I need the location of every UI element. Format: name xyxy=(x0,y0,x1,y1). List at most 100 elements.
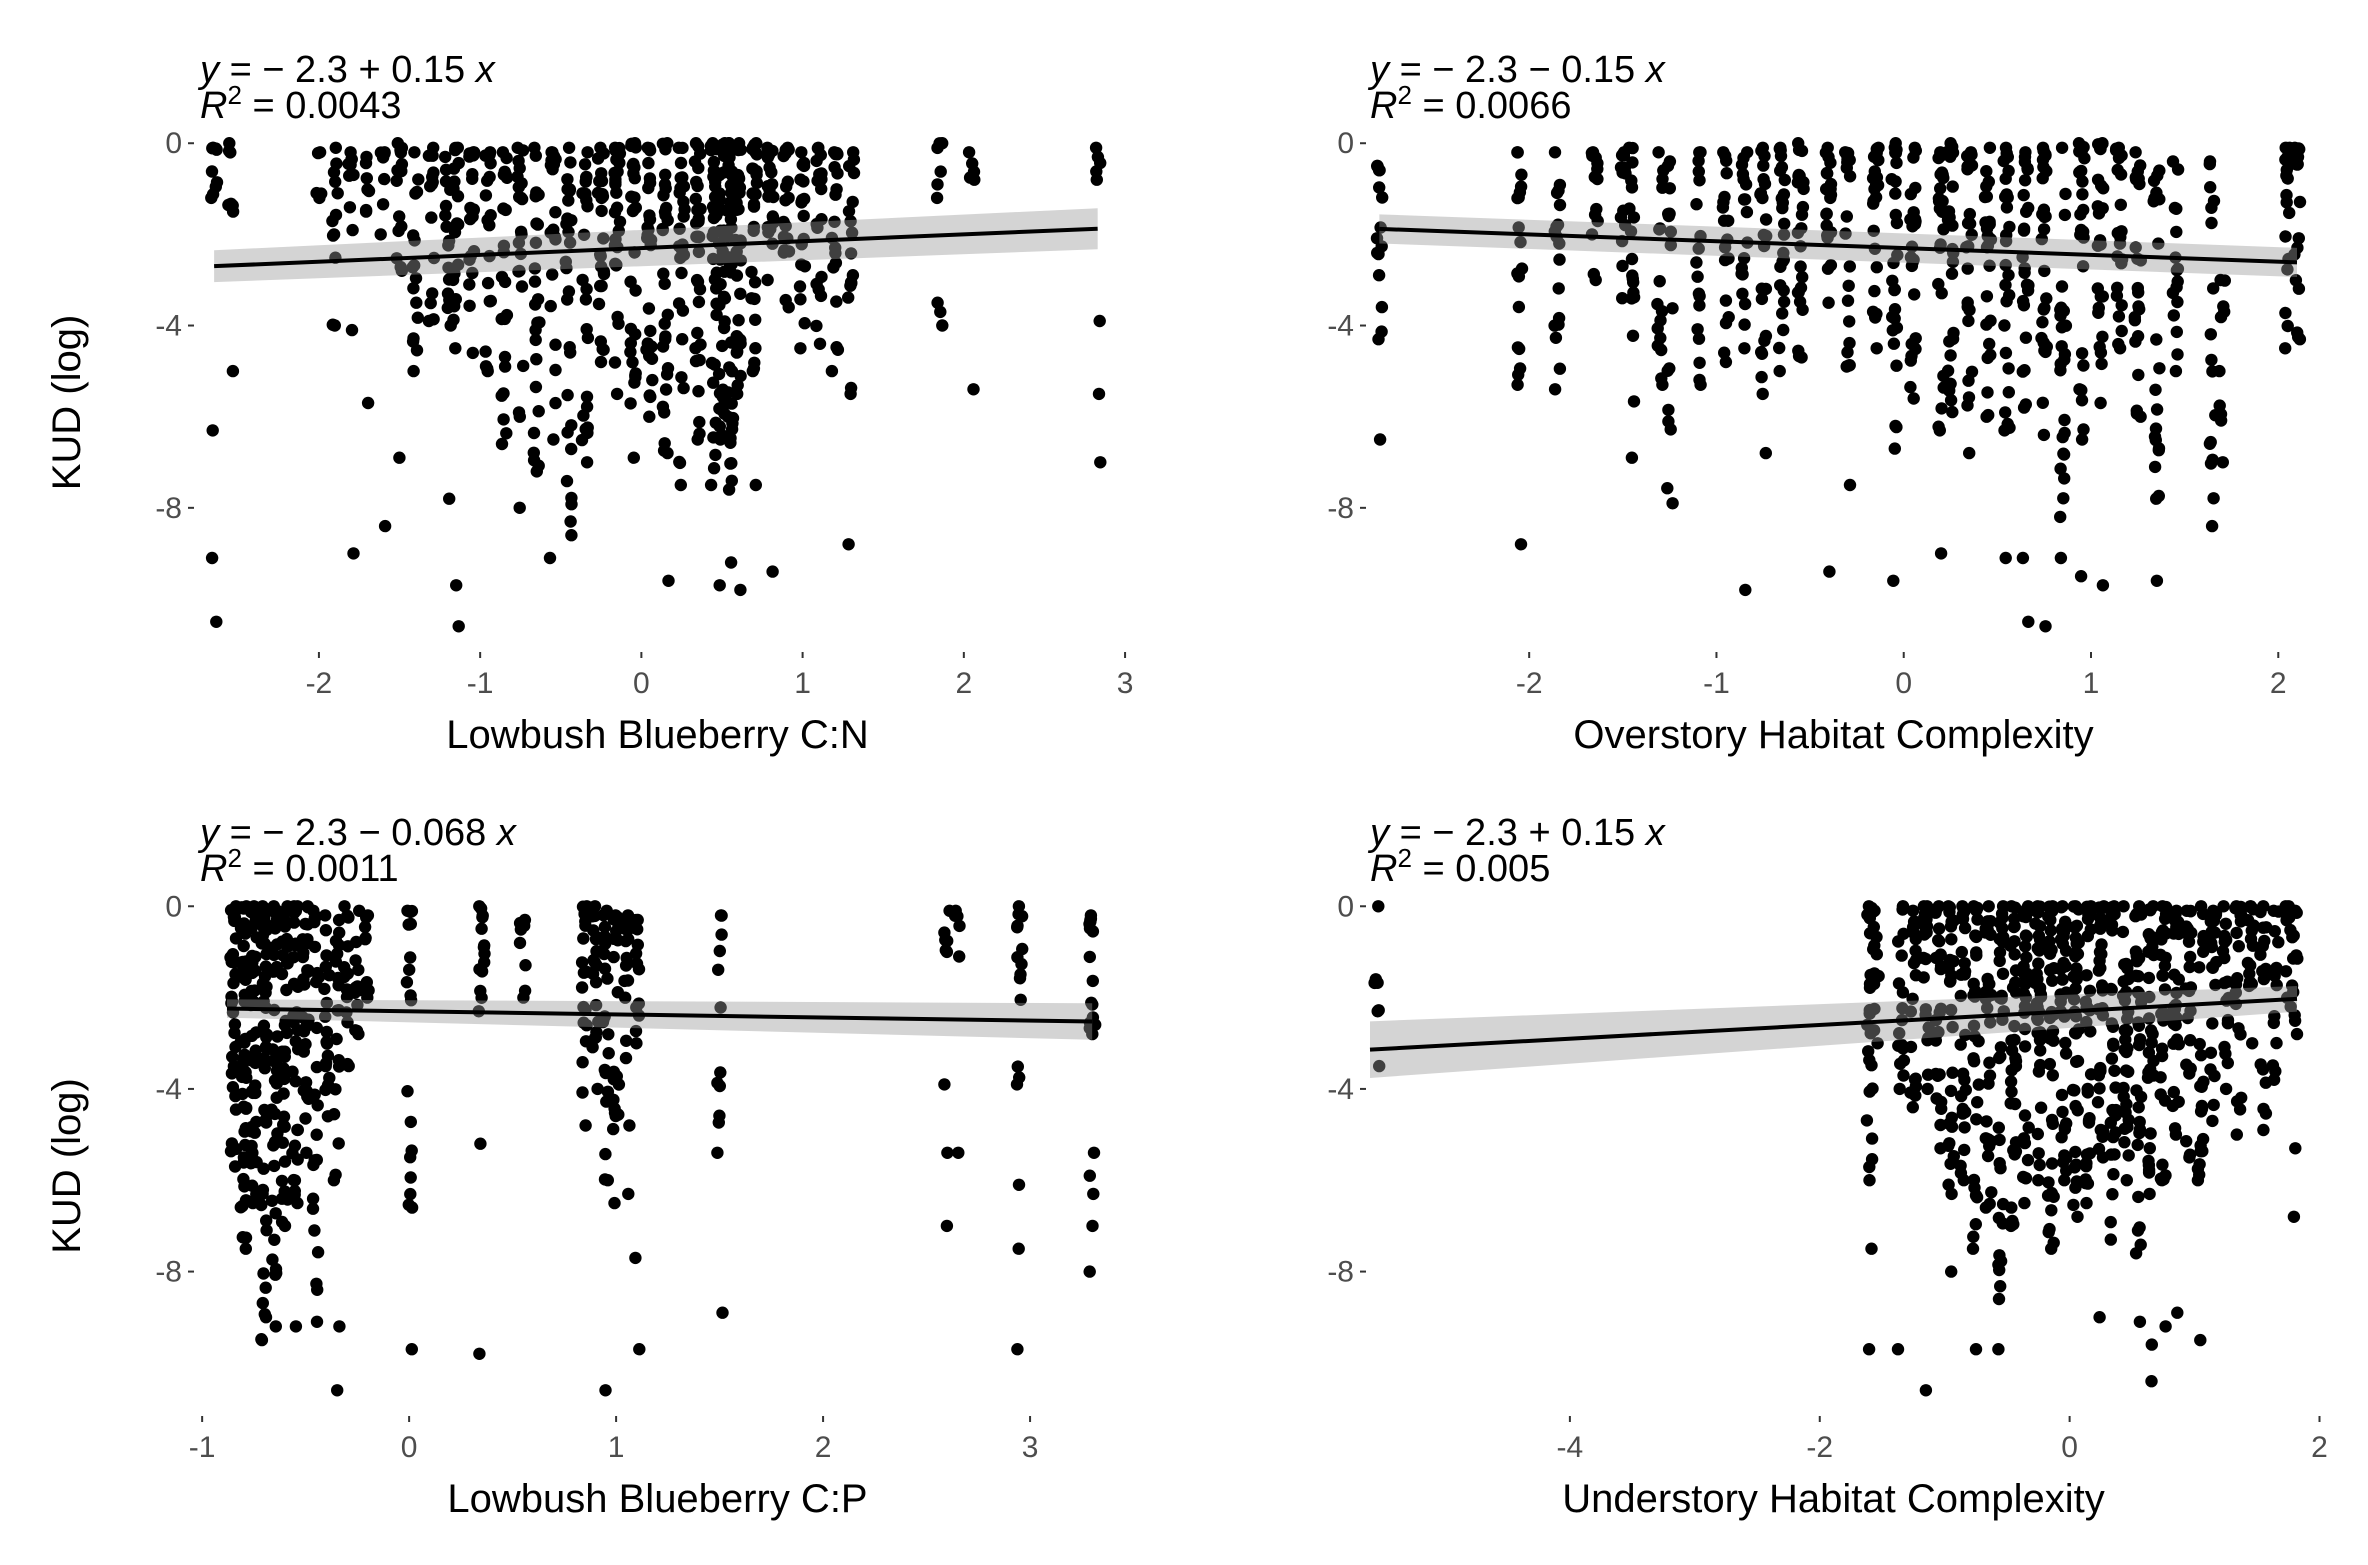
data-point xyxy=(466,346,479,360)
data-point xyxy=(657,267,670,280)
data-point xyxy=(619,934,632,948)
data-point xyxy=(2170,986,2183,1000)
data-point xyxy=(2287,929,2300,942)
data-point xyxy=(1980,410,1993,423)
data-point xyxy=(610,387,624,401)
data-point xyxy=(1909,332,1922,345)
data-point xyxy=(299,1112,312,1125)
data-point xyxy=(1757,159,1770,172)
data-point xyxy=(565,442,578,456)
data-point xyxy=(2167,1085,2180,1099)
data-point xyxy=(577,1016,590,1029)
data-point xyxy=(1824,259,1838,272)
data-point xyxy=(269,1320,282,1333)
data-point xyxy=(512,265,525,278)
data-point xyxy=(782,301,795,314)
data-point xyxy=(1972,1035,1985,1048)
data-point xyxy=(327,228,341,241)
data-point xyxy=(577,932,590,945)
data-point xyxy=(276,1045,289,1058)
data-point xyxy=(722,483,736,496)
data-point xyxy=(400,976,414,989)
data-point xyxy=(481,364,494,378)
data-point xyxy=(342,1059,355,1073)
data-point xyxy=(1010,1078,1024,1091)
data-point xyxy=(1741,146,1754,159)
data-point xyxy=(1627,395,1641,408)
data-point xyxy=(725,397,738,410)
data-point xyxy=(1956,900,1969,913)
data-point xyxy=(1086,1219,1099,1233)
data-point xyxy=(734,254,747,267)
data-point xyxy=(2094,919,2107,932)
data-point xyxy=(289,1320,303,1333)
data-point xyxy=(581,146,594,159)
r-squared-label: R xyxy=(200,85,227,127)
data-point xyxy=(941,1146,954,1160)
data-point xyxy=(267,900,280,913)
equation-y: y xyxy=(1367,812,1400,854)
data-point xyxy=(1514,538,1528,551)
data-point xyxy=(1964,146,1978,159)
data-point xyxy=(2144,1127,2157,1140)
data-point xyxy=(1945,1187,1958,1201)
data-point xyxy=(2067,1198,2080,1212)
data-point xyxy=(1946,1066,1959,1079)
data-point xyxy=(1889,146,1902,159)
data-point xyxy=(562,141,576,154)
data-point xyxy=(2093,1311,2106,1324)
data-point xyxy=(842,538,855,551)
data-point xyxy=(2205,519,2219,533)
data-point xyxy=(269,1207,282,1220)
data-point xyxy=(1889,175,1902,188)
data-point xyxy=(2112,310,2126,323)
data-point xyxy=(287,916,301,929)
data-point xyxy=(619,1051,633,1065)
data-point xyxy=(1737,252,1751,265)
data-point xyxy=(1971,913,1984,926)
data-point xyxy=(448,175,461,188)
data-point xyxy=(2122,1113,2135,1127)
data-point xyxy=(813,337,827,350)
data-point xyxy=(496,146,510,159)
data-point xyxy=(659,330,672,343)
data-point xyxy=(1739,178,1753,191)
data-point xyxy=(530,353,543,366)
data-point xyxy=(1868,1002,1881,1016)
data-point xyxy=(599,1147,612,1161)
data-point xyxy=(2166,286,2180,300)
data-point xyxy=(2054,462,2067,475)
data-point xyxy=(1757,228,1771,242)
data-point xyxy=(2096,330,2109,343)
data-point xyxy=(2004,939,2017,952)
data-point xyxy=(2031,900,2044,913)
r-squared: R2 = 0.0043 xyxy=(200,80,401,127)
data-point xyxy=(407,229,420,242)
data-point xyxy=(1774,279,1787,292)
data-point xyxy=(332,1137,345,1150)
data-point xyxy=(2194,900,2208,913)
data-point xyxy=(358,920,372,934)
x-tick-label: 3 xyxy=(1117,667,1134,700)
data-point xyxy=(256,900,269,913)
data-point xyxy=(1843,336,1856,350)
data-point xyxy=(608,1196,621,1210)
data-point xyxy=(2257,1123,2270,1137)
data-point xyxy=(297,1045,310,1058)
data-point xyxy=(333,926,346,939)
data-point xyxy=(2032,957,2045,970)
data-point xyxy=(393,451,406,464)
data-point xyxy=(1792,286,1805,299)
data-point xyxy=(2122,1149,2135,1162)
data-point xyxy=(278,1155,292,1168)
data-point xyxy=(267,1054,280,1067)
data-point xyxy=(2131,1138,2144,1152)
data-point xyxy=(953,919,966,933)
data-point xyxy=(2150,492,2163,505)
data-point xyxy=(713,193,727,207)
data-point xyxy=(707,155,721,169)
data-point xyxy=(2020,205,2033,218)
data-point xyxy=(2214,310,2228,324)
data-point xyxy=(1614,211,1628,224)
data-point xyxy=(2112,141,2125,154)
